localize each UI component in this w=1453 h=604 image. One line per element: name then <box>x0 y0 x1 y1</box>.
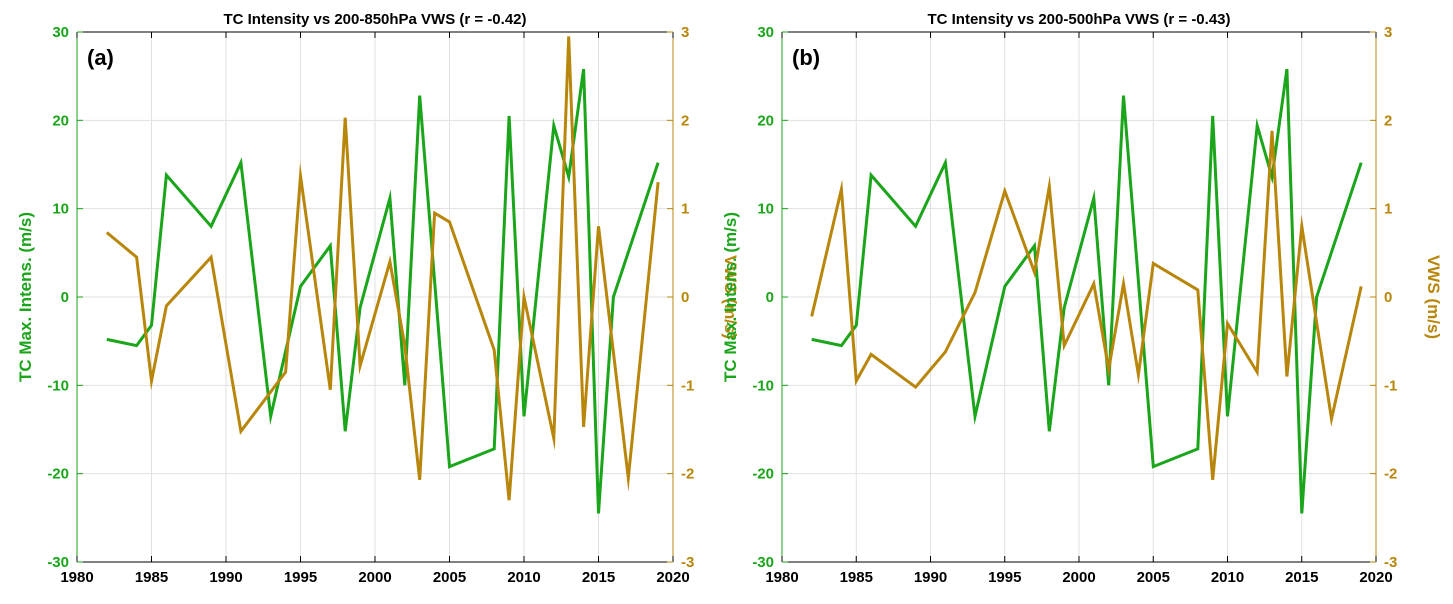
y-right-tick-label: 1 <box>681 201 689 218</box>
chart-title: TC Intensity vs 200-850hPa VWS (r = -0.4… <box>223 11 526 28</box>
x-tick-label: 1985 <box>135 569 168 586</box>
x-tick-label: 2015 <box>582 569 615 586</box>
y-right-axis-label: VWS (m/s) <box>721 255 740 339</box>
x-tick-label: 2010 <box>507 569 540 586</box>
y-left-axis-label: TC Max. Intens. (m/s) <box>16 212 35 382</box>
y-right-tick-label: -2 <box>1384 466 1397 483</box>
y-left-tick-label: -30 <box>752 554 774 571</box>
y-right-tick-label: 2 <box>681 112 689 129</box>
y-right-tick-label: 0 <box>1384 289 1392 306</box>
x-tick-label: 2010 <box>1211 569 1244 586</box>
x-tick-label: 2000 <box>1062 569 1095 586</box>
y-right-tick-label: 2 <box>1384 112 1392 129</box>
y-left-tick-label: 20 <box>757 112 774 129</box>
tc-intensity-series-line <box>106 68 660 514</box>
panel-label: (b) <box>792 45 820 70</box>
y-right-tick-label: -1 <box>681 377 694 394</box>
x-tick-label: 2020 <box>656 569 689 586</box>
x-tick-label: 1985 <box>840 569 873 586</box>
y-left-tick-label: 20 <box>52 112 69 129</box>
x-tick-label: 2005 <box>433 569 466 586</box>
y-right-tick-label: 3 <box>681 24 689 41</box>
y-left-tick-label: 10 <box>757 201 774 218</box>
x-tick-label: 2000 <box>358 569 391 586</box>
y-left-tick-label: -20 <box>47 466 69 483</box>
y-right-axis-label: VWS (m/s) <box>1424 255 1443 339</box>
y-left-tick-label: -10 <box>752 377 774 394</box>
y-left-tick-label: 10 <box>52 201 69 218</box>
panel-a: 1980 1985 1990 1995 2000 2005 2010 2015 2020-30-… <box>16 11 740 586</box>
x-tick-label: 2015 <box>1285 569 1318 586</box>
y-left-tick-label: 30 <box>757 24 774 41</box>
x-tick-label: 2005 <box>1137 569 1170 586</box>
y-left-tick-label: -10 <box>47 377 69 394</box>
y-left-tick-label: -20 <box>752 466 774 483</box>
y-right-tick-label: -3 <box>1384 554 1397 571</box>
y-left-tick-label: 0 <box>766 289 774 306</box>
y-left-axis-label: TC Max. Intens. (m/s) <box>721 212 740 382</box>
y-right-tick-label: 3 <box>1384 24 1392 41</box>
y-left-tick-label: 0 <box>61 289 69 306</box>
x-tick-label: 1980 <box>60 569 93 586</box>
y-right-tick-label: -2 <box>681 466 694 483</box>
x-tick-label: 1990 <box>209 569 242 586</box>
panel-b: 1980 1985 1990 1995 2000 2005 2010 2015 2020-30-… <box>721 11 1443 586</box>
y-right-tick-label: 0 <box>681 289 689 306</box>
x-tick-label: 1990 <box>914 569 947 586</box>
x-tick-label: 2020 <box>1359 569 1392 586</box>
panel-label: (a) <box>87 45 114 70</box>
y-right-tick-label: 1 <box>1384 201 1392 218</box>
x-tick-label: 1995 <box>988 569 1021 586</box>
chart-title: TC Intensity vs 200-500hPa VWS (r = -0.4… <box>927 11 1230 28</box>
y-left-tick-label: 30 <box>52 24 69 41</box>
y-right-tick-label: -3 <box>681 554 694 571</box>
x-tick-label: 1980 <box>765 569 798 586</box>
vws-series-line <box>105 36 660 501</box>
x-tick-label: 1995 <box>284 569 317 586</box>
vws-series-line <box>810 130 1363 480</box>
y-right-tick-label: -1 <box>1384 377 1397 394</box>
y-left-tick-label: -30 <box>47 554 69 571</box>
